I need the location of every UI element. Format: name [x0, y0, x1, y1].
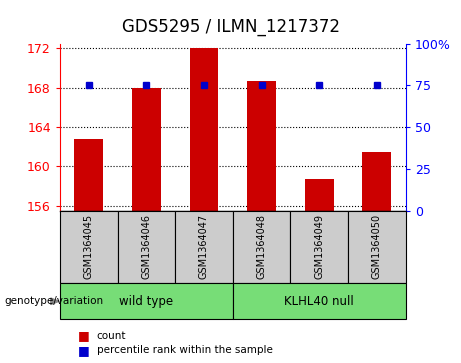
Bar	[189, 49, 219, 211]
Text: wild type: wild type	[119, 295, 173, 308]
Text: GSM1364046: GSM1364046	[142, 214, 151, 280]
Bar	[132, 88, 161, 211]
Text: GSM1364045: GSM1364045	[84, 214, 94, 280]
Text: genotype/variation: genotype/variation	[5, 296, 104, 306]
Bar	[74, 139, 103, 211]
Bar	[362, 152, 391, 211]
Bar	[247, 81, 276, 211]
Text: GSM1364047: GSM1364047	[199, 214, 209, 280]
Bar	[305, 179, 334, 211]
Text: percentile rank within the sample: percentile rank within the sample	[97, 345, 273, 355]
Text: GSM1364049: GSM1364049	[314, 214, 324, 280]
Text: GDS5295 / ILMN_1217372: GDS5295 / ILMN_1217372	[122, 18, 339, 36]
Text: KLHL40 null: KLHL40 null	[284, 295, 354, 308]
Text: GSM1364050: GSM1364050	[372, 214, 382, 280]
Text: ■: ■	[78, 344, 90, 357]
Text: ■: ■	[78, 329, 90, 342]
Text: GSM1364048: GSM1364048	[257, 214, 266, 280]
Text: count: count	[97, 331, 126, 341]
